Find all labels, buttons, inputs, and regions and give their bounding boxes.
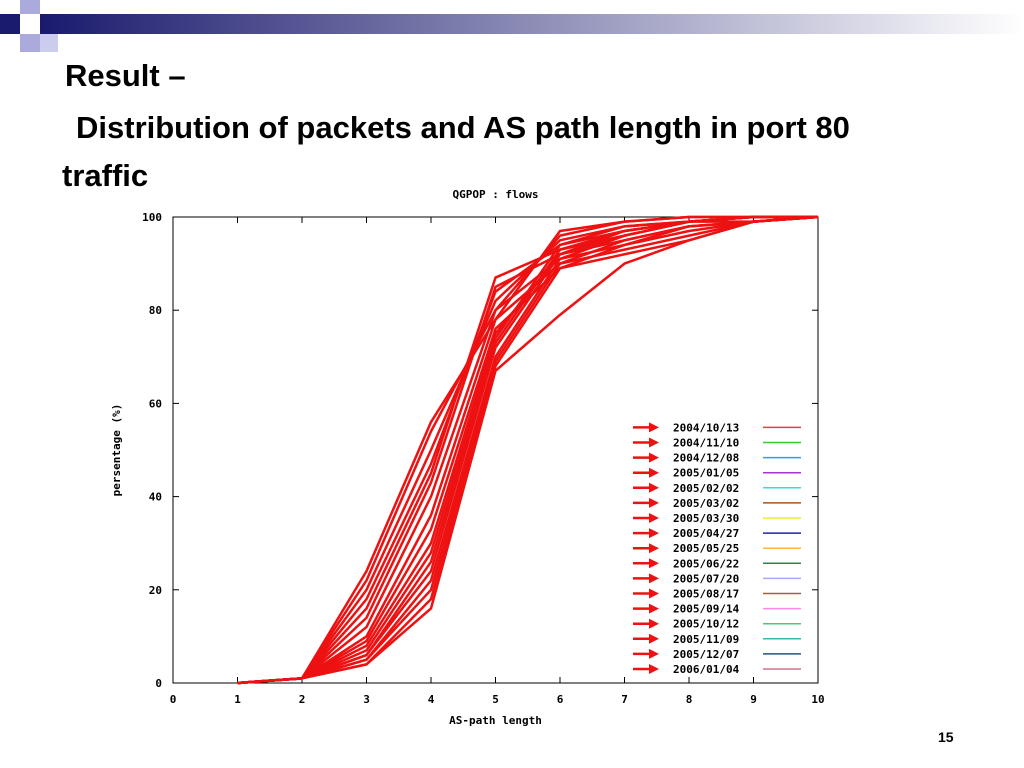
series-line xyxy=(237,215,818,685)
legend-arrow-head xyxy=(649,497,659,508)
legend-label: 2004/10/13 xyxy=(673,421,739,434)
legend-arrow-head xyxy=(649,452,659,463)
legend-label: 2005/11/09 xyxy=(673,633,739,646)
legend-label: 2005/02/02 xyxy=(673,482,739,495)
legend-label: 2005/06/22 xyxy=(673,557,739,570)
legend-label: 2005/08/17 xyxy=(673,588,739,601)
legend-arrow-head xyxy=(649,633,659,644)
chart-title: QGPOP : flows xyxy=(452,188,538,201)
legend-arrow-head xyxy=(649,543,659,554)
x-tick-label: 3 xyxy=(363,693,370,706)
legend-arrow-head xyxy=(649,648,659,659)
legend-label: 2005/07/20 xyxy=(673,572,739,585)
legend-label: 2005/05/25 xyxy=(673,542,739,555)
decor-square xyxy=(20,0,40,14)
x-tick-label: 0 xyxy=(170,693,177,706)
x-tick-label: 8 xyxy=(686,693,693,706)
y-tick-label: 100 xyxy=(142,211,162,224)
x-tick-label: 1 xyxy=(234,693,241,706)
x-axis-label: AS-path length xyxy=(449,714,542,727)
legend-label: 2005/01/05 xyxy=(673,467,739,480)
x-tick-label: 6 xyxy=(557,693,564,706)
page-number: 15 xyxy=(938,729,954,745)
y-tick-label: 80 xyxy=(149,304,162,317)
legend-arrow-head xyxy=(649,482,659,493)
legend-arrow-head xyxy=(649,588,659,599)
y-tick-label: 60 xyxy=(149,397,162,410)
header-bar xyxy=(40,14,1024,34)
legend-arrow-head xyxy=(649,422,659,433)
legend-arrow-head xyxy=(649,558,659,569)
title-box: Distribution of packets and AS path leng… xyxy=(62,110,850,193)
decor-square xyxy=(0,14,20,34)
y-tick-label: 20 xyxy=(149,584,162,597)
legend-arrow-head xyxy=(649,618,659,629)
legend-arrow-head xyxy=(649,603,659,614)
legend-arrow-head xyxy=(649,437,659,448)
x-tick-label: 9 xyxy=(750,693,757,706)
legend-label: 2005/04/27 xyxy=(673,527,739,540)
legend-arrow-head xyxy=(649,664,659,674)
y-tick-label: 40 xyxy=(149,491,162,504)
x-tick-label: 7 xyxy=(621,693,628,706)
legend-label: 2005/09/14 xyxy=(673,603,740,616)
decor-square xyxy=(40,34,58,52)
x-tick-label: 2 xyxy=(299,693,306,706)
decor-square xyxy=(20,34,40,52)
legend-label: 2005/03/30 xyxy=(673,512,739,525)
series-line xyxy=(237,215,819,685)
legend-arrow-head xyxy=(649,513,659,523)
legend-label: 2005/10/12 xyxy=(673,618,739,631)
legend-label: 2005/12/07 xyxy=(673,648,739,661)
series-line xyxy=(237,215,819,685)
x-tick-label: 4 xyxy=(428,693,435,706)
x-tick-label: 10 xyxy=(811,693,824,706)
legend-label: 2004/11/10 xyxy=(673,437,739,450)
legend-arrow-head xyxy=(649,573,659,584)
y-tick-label: 0 xyxy=(155,677,162,690)
legend-label: 2005/03/02 xyxy=(673,497,739,510)
legend-arrow-head xyxy=(649,528,659,539)
slide-title: Result – xyxy=(65,58,186,93)
slide-subtitle: Distribution of packets and AS path leng… xyxy=(62,110,850,193)
legend-label: 2006/01/04 xyxy=(673,663,740,676)
series-line xyxy=(237,215,819,685)
legend-arrow-head xyxy=(649,467,659,478)
legend-label: 2004/12/08 xyxy=(673,452,739,465)
y-axis-label: persentage (%) xyxy=(110,404,123,497)
x-tick-label: 5 xyxy=(492,693,499,706)
series-line xyxy=(237,215,819,685)
